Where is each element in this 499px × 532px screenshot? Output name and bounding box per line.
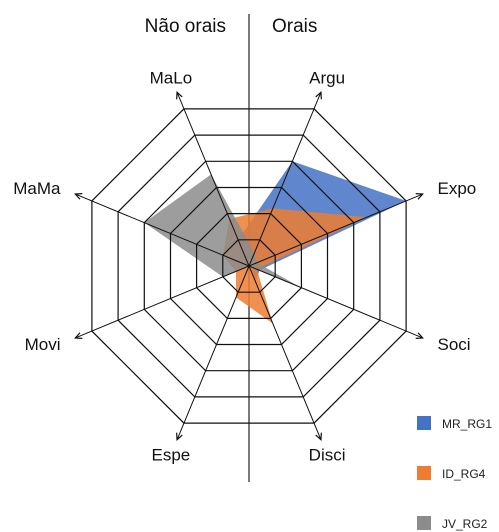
series-area-1: [222, 208, 367, 324]
axis-labels-group: Expo Argu MaLo MaMa Movi Espe Disci Soci: [13, 69, 476, 465]
axis-line-soci: [248, 265, 423, 339]
legend: MR_RG1 ID_RG4 JV_RG2: [417, 416, 492, 531]
axis-arrow-argu: [315, 91, 322, 100]
axes-group: [74, 91, 424, 441]
axis-line-malo: [176, 92, 250, 267]
axis-arrow-malo: [176, 91, 183, 100]
axis-label-argu: Argu: [309, 69, 345, 88]
axis-line-espe: [176, 265, 250, 440]
axis-label-espe: Espe: [152, 446, 191, 465]
axis-label-malo: MaLo: [150, 69, 193, 88]
axis-label-expo: Expo: [438, 179, 477, 198]
header-right-label: Orais: [272, 16, 317, 37]
axis-arrow-espe: [176, 432, 183, 441]
axis-label-movi: Movi: [25, 335, 61, 354]
axis-label-mama: MaMa: [13, 179, 61, 198]
axis-line-disci: [248, 265, 322, 440]
axis-arrow-soci: [415, 332, 424, 339]
legend-label-2: JV_RG2: [442, 517, 488, 531]
axis-line-mama: [75, 193, 250, 267]
legend-label-0: MR_RG1: [442, 417, 492, 431]
header-left-label: Não orais: [145, 16, 226, 37]
axis-arrow-mama: [74, 193, 83, 200]
legend-swatch-2: [417, 516, 431, 530]
legend-swatch-1: [417, 466, 431, 480]
series-group: [144, 161, 407, 324]
axis-arrow-expo: [415, 193, 424, 200]
axis-line-argu: [248, 92, 322, 267]
series-area-2: [144, 174, 302, 288]
legend-swatch-0: [417, 416, 431, 430]
axis-line-movi: [75, 265, 250, 339]
axis-line-expo: [248, 193, 423, 267]
legend-label-1: ID_RG4: [442, 467, 486, 481]
axis-label-soci: Soci: [438, 335, 471, 354]
axis-label-disci: Disci: [309, 446, 346, 465]
axis-arrow-movi: [74, 332, 83, 339]
axis-arrow-disci: [315, 432, 322, 441]
